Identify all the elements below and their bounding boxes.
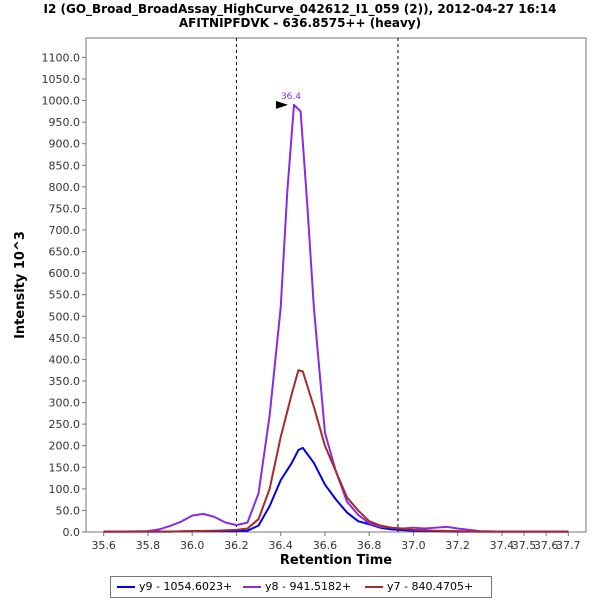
x-tick-label: 37.6 bbox=[534, 539, 559, 552]
legend-swatch-y8 bbox=[243, 586, 261, 588]
y-tick-label: 700.0 bbox=[49, 224, 81, 237]
series-line bbox=[103, 103, 569, 533]
x-tick-label: 37.4 bbox=[490, 539, 515, 552]
legend-label-y8: y8 - 941.5182+ bbox=[265, 580, 352, 593]
y-tick-label: 600.0 bbox=[49, 267, 81, 280]
y-tick-label: 750.0 bbox=[49, 202, 81, 215]
y-tick-label: 500.0 bbox=[49, 310, 81, 323]
y-tick-label: 950.0 bbox=[49, 116, 81, 129]
x-tick-label: 36.4 bbox=[268, 539, 293, 552]
chart-legend: y9 - 1054.6023+ y8 - 941.5182+ y7 - 840.… bbox=[110, 576, 492, 598]
x-tick-label: 36.6 bbox=[313, 539, 338, 552]
x-tick-label: 36.8 bbox=[357, 539, 382, 552]
y-tick-label: 1000.0 bbox=[42, 95, 81, 108]
y-tick-label: 850.0 bbox=[49, 159, 81, 172]
y-tick-label: 550.0 bbox=[49, 289, 81, 302]
x-tick-label: 36.0 bbox=[180, 539, 205, 552]
legend-swatch-y7 bbox=[365, 586, 383, 588]
x-tick-label: 35.6 bbox=[91, 539, 116, 552]
legend-label-y7: y7 - 840.4705+ bbox=[387, 580, 474, 593]
y-tick-label: 150.0 bbox=[49, 461, 81, 474]
series-lines bbox=[103, 103, 569, 533]
vertical-markers bbox=[235, 38, 399, 532]
x-tick-label: 35.8 bbox=[136, 539, 161, 552]
x-axis: 35.6 35.8 36.0 36.2 36.4 36.6 36.8 37.0 37.2 37.4… bbox=[91, 532, 581, 552]
x-tick-label: 37.0 bbox=[401, 539, 426, 552]
legend-label-y9: y9 - 1054.6023+ bbox=[139, 580, 233, 593]
y-tick-label: 800.0 bbox=[49, 181, 81, 194]
x-tick-label: 37.5 bbox=[512, 539, 537, 552]
y-tick-label: 350.0 bbox=[49, 375, 81, 388]
y-tick-label: 450.0 bbox=[49, 332, 81, 345]
y-tick-label: 650.0 bbox=[49, 246, 81, 259]
plot-area bbox=[85, 37, 587, 533]
y-tick-label: 900.0 bbox=[49, 138, 81, 151]
y-tick-label: 200.0 bbox=[49, 440, 81, 453]
y-axis: 0.0 50.0 100.0 150.0 200.0 250.0 300.0 350.0 400… bbox=[42, 51, 86, 539]
y-tick-label: 300.0 bbox=[49, 397, 81, 410]
x-tick-label: 36.2 bbox=[224, 539, 249, 552]
x-tick-label: 37.2 bbox=[445, 539, 470, 552]
y-tick-label: 400.0 bbox=[49, 353, 81, 366]
y-tick-label: 100.0 bbox=[49, 483, 81, 496]
y-tick-label: 50.0 bbox=[56, 504, 81, 517]
peak-label: 36.4 bbox=[281, 92, 301, 102]
y-tick-label: 1100.0 bbox=[42, 51, 81, 64]
chart-title: I2 (GO_Broad_BroadAssay_HighCurve_042612… bbox=[43, 2, 557, 16]
x-tick-label: 37.7 bbox=[556, 539, 581, 552]
x-axis-label: Retention Time bbox=[280, 553, 392, 568]
y-tick-label: 1050.0 bbox=[42, 73, 81, 86]
y-axis-label: Intensity 10^3 bbox=[13, 231, 28, 339]
series-line bbox=[103, 369, 569, 533]
y-tick-label: 0.0 bbox=[63, 526, 81, 539]
peak-annotation-group: 36.4 bbox=[275, 92, 301, 109]
peak-marker-arrow bbox=[275, 100, 288, 109]
y-tick-label: 250.0 bbox=[49, 418, 81, 431]
chart-subtitle: AFITNIPFDVK - 636.8575++ (heavy) bbox=[178, 16, 422, 30]
legend-swatch-y9 bbox=[117, 586, 135, 588]
